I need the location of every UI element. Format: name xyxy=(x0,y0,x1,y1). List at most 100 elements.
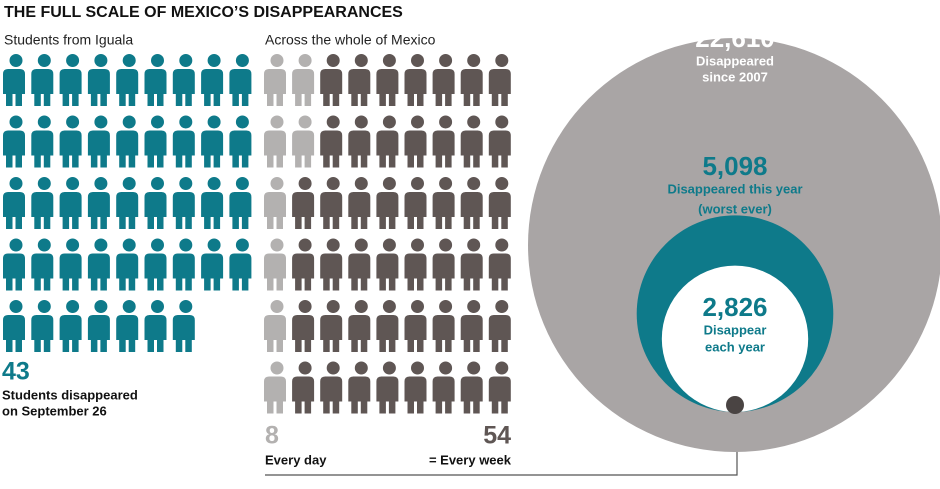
person-icon xyxy=(116,300,139,352)
students-heading: Students from Iguala xyxy=(4,32,133,48)
weekly-caption: = Every week xyxy=(429,452,512,467)
person-icon xyxy=(87,176,110,229)
person-icon xyxy=(172,238,195,291)
person-icon xyxy=(460,238,483,291)
person-icon xyxy=(376,238,399,291)
person-icon xyxy=(59,300,82,352)
person-icon xyxy=(488,54,511,106)
person-icon xyxy=(201,115,224,168)
area-circle xyxy=(661,265,809,412)
person-icon xyxy=(264,54,286,106)
students-count: 43 xyxy=(2,358,30,386)
person-icon xyxy=(201,177,224,229)
person-icon xyxy=(320,177,343,229)
person-icon xyxy=(348,300,371,352)
person-icon xyxy=(144,54,167,106)
circle-value: 22,610 xyxy=(695,23,775,53)
circle-caption: Disappear xyxy=(704,322,767,337)
person-icon xyxy=(87,53,110,106)
anchor-dot xyxy=(726,396,744,414)
person-icon xyxy=(87,299,110,352)
person-icon xyxy=(460,54,483,106)
person-icon xyxy=(460,115,483,168)
person-icon xyxy=(348,54,371,106)
person-icon xyxy=(59,54,82,106)
person-icon xyxy=(404,177,427,229)
title: THE FULL SCALE OF MEXICO’S DISAPPEARANCE… xyxy=(4,4,403,21)
daily-count: 8 xyxy=(265,422,279,450)
person-icon xyxy=(116,115,139,168)
person-icon xyxy=(376,361,399,414)
person-icon xyxy=(292,54,315,106)
person-icon xyxy=(116,238,139,291)
person-icon xyxy=(488,115,511,168)
icons xyxy=(3,53,511,414)
person-icon xyxy=(31,54,54,106)
weekly-count: 54 xyxy=(483,422,511,450)
person-icon xyxy=(348,177,371,229)
circle-caption: each year xyxy=(705,339,765,354)
person-icon xyxy=(404,300,427,352)
person-icon xyxy=(292,300,315,352)
circle-value: 5,098 xyxy=(702,151,767,181)
person-icon xyxy=(87,115,110,168)
person-icon xyxy=(376,300,399,352)
person-icon xyxy=(59,238,82,291)
person-icon xyxy=(229,54,252,106)
person-icon xyxy=(376,115,399,168)
person-icon xyxy=(292,361,315,414)
person-icon xyxy=(264,115,286,168)
circle-caption: since 2007 xyxy=(702,69,768,84)
person-icon xyxy=(3,238,25,291)
person-icon xyxy=(116,54,139,106)
person-icon xyxy=(172,177,195,229)
person-icon xyxy=(460,361,483,414)
person-icon xyxy=(376,54,399,106)
person-icon xyxy=(3,177,25,229)
person-icon xyxy=(264,238,286,291)
person-icon xyxy=(264,361,286,414)
person-icon xyxy=(201,54,224,106)
person-icon xyxy=(404,238,427,291)
person-icon xyxy=(432,177,455,229)
daily-caption: Every day xyxy=(265,452,327,467)
person-icon xyxy=(320,300,343,352)
person-icon xyxy=(320,361,343,414)
person-icon xyxy=(292,115,315,168)
person-icon xyxy=(320,238,343,291)
person-icon xyxy=(229,115,252,168)
person-icon xyxy=(488,300,511,352)
person-icon xyxy=(320,115,343,168)
person-icon xyxy=(432,238,455,291)
person-icon xyxy=(144,300,167,352)
person-icon xyxy=(144,177,167,229)
person-icon xyxy=(460,177,483,229)
person-icon xyxy=(3,115,25,168)
students-caption: Students disappeared xyxy=(2,387,138,402)
person-icon xyxy=(229,177,252,229)
person-icon xyxy=(460,300,483,352)
person-icon xyxy=(432,115,455,168)
person-icon xyxy=(31,177,54,229)
person-icon xyxy=(432,300,455,352)
person-icon xyxy=(404,115,427,168)
circle-caption: Disappeared xyxy=(696,53,774,68)
person-icon xyxy=(432,361,455,414)
person-icon xyxy=(264,300,286,352)
person-icon xyxy=(320,54,343,106)
person-icon xyxy=(31,238,54,291)
person-icon xyxy=(404,54,427,106)
circle-caption: (worst ever) xyxy=(698,201,772,216)
person-icon xyxy=(292,238,315,291)
person-icon xyxy=(87,238,110,291)
person-icon xyxy=(31,115,54,168)
person-icon xyxy=(404,361,427,414)
mexico-heading: Across the whole of Mexico xyxy=(265,32,436,48)
person-icon xyxy=(3,54,25,106)
person-icon xyxy=(201,238,224,291)
person-icon xyxy=(348,361,371,414)
person-icon xyxy=(264,177,286,229)
person-icon xyxy=(376,177,399,229)
